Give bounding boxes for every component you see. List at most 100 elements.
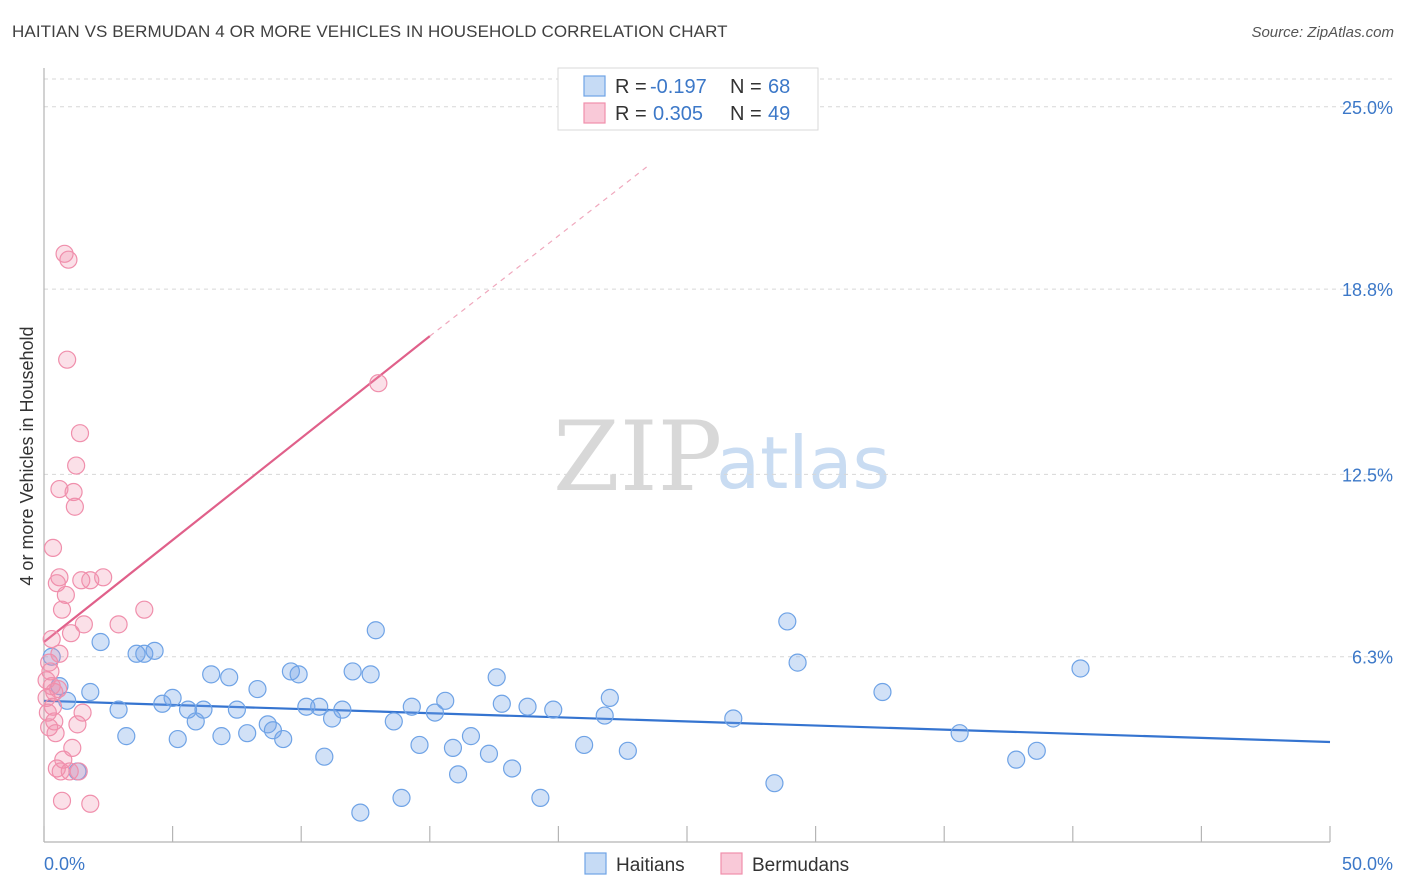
haitians-point — [1071, 659, 1090, 678]
bermudans-point — [73, 703, 92, 722]
haitians-point — [333, 700, 352, 719]
bermudans-point — [67, 456, 86, 475]
haitians-point — [194, 700, 213, 719]
source-credit: Source: ZipAtlas.com — [1251, 24, 1394, 41]
bermudans-point — [43, 697, 63, 716]
y-tick-label: 12.5% — [1342, 465, 1393, 485]
haitians-point — [168, 729, 187, 749]
haitians-point — [531, 788, 550, 807]
haitians-point — [765, 774, 784, 793]
haitians-point — [436, 691, 455, 710]
y-axis-label: 4 or more Vehicles in Household — [17, 326, 37, 585]
haitians-trendline — [43, 699, 1331, 744]
haitians-point — [518, 697, 537, 716]
haitians-point — [492, 694, 511, 713]
bermudans-point — [49, 679, 68, 699]
haitians-point — [145, 641, 164, 660]
legend-swatch-bermudans — [720, 852, 743, 875]
haitians-point — [258, 715, 277, 734]
y-tick-label: 18.8% — [1342, 280, 1393, 300]
legend-swatch-bermudans — [583, 102, 606, 124]
haitians-point — [127, 644, 146, 663]
bermudans-point — [63, 738, 82, 757]
bermudans-trend-extension — [429, 165, 649, 337]
bermudans-point — [94, 568, 113, 587]
haitians-point — [425, 703, 445, 722]
haitians-point — [315, 747, 334, 766]
haitians-points — [42, 612, 1090, 822]
bermudans-point — [64, 482, 83, 502]
haitians-point — [297, 697, 316, 716]
bermudans-points — [37, 244, 388, 813]
tick-labels: 6.3% 12.5% 18.8% 25.0% 0.0% 50.0% — [44, 98, 1393, 874]
chart-title: HAITIAN VS BERMUDAN 4 OR MORE VEHICLES I… — [12, 22, 728, 41]
bermudans-point — [59, 250, 78, 269]
bermudans-point — [56, 585, 75, 605]
haitians-point — [1027, 741, 1046, 760]
haitians-point — [487, 668, 506, 687]
haitians-point — [443, 738, 463, 757]
bermudans-point — [70, 424, 90, 443]
haitians-point — [788, 653, 807, 672]
haitians-point — [595, 706, 614, 725]
haitians-point — [274, 729, 293, 749]
y-tick-label: 25.0% — [1342, 98, 1393, 118]
legend-swatch-haitians — [583, 75, 606, 97]
bermudans-point — [135, 600, 154, 619]
haitians-point — [109, 700, 128, 719]
axes — [43, 68, 1331, 843]
bermudans-point — [41, 662, 60, 681]
haitians-point — [618, 741, 637, 760]
bermudans-point — [52, 791, 72, 810]
haitians-point — [202, 665, 221, 684]
haitians-point — [1007, 750, 1026, 769]
legend-n-value: 49 — [768, 103, 790, 125]
legend-label-bermudans: Bermudans — [752, 855, 849, 876]
haitians-point — [479, 744, 499, 763]
bermudans-point — [68, 715, 87, 734]
bermudans-point — [52, 600, 72, 619]
bermudans-point — [50, 568, 69, 587]
haitians-point — [135, 644, 154, 663]
haitians-point — [153, 694, 172, 713]
haitians-point — [310, 697, 329, 716]
haitians-point — [503, 759, 522, 778]
haitians-point — [392, 788, 411, 807]
haitians-point — [238, 724, 257, 743]
haitians-point — [402, 697, 421, 716]
legend-r-label: R = — [615, 103, 647, 125]
haitians-point — [410, 735, 429, 755]
gridlines — [44, 78, 1394, 658]
haitians-point — [248, 679, 267, 699]
bermudans-point — [42, 629, 61, 649]
correlation-legend: R = -0.197 N = 68 R = 0.305 N = 49 — [557, 67, 819, 131]
haitians-point — [117, 727, 136, 746]
bermudans-trendline — [43, 165, 649, 643]
bermudans-point — [58, 350, 77, 369]
haitians-point — [575, 735, 594, 755]
haitians-point — [343, 662, 362, 681]
x-tick-label: 50.0% — [1342, 854, 1393, 874]
legend-r-label: R = — [615, 76, 647, 98]
haitians-point — [724, 709, 743, 728]
legend-n-label: N = — [730, 103, 762, 125]
legend-n-value: 68 — [768, 76, 790, 98]
legend-label-haitians: Haitians — [616, 855, 685, 876]
haitians-point — [384, 712, 403, 731]
bermudans-point — [46, 724, 65, 743]
bermudans-point — [43, 538, 63, 558]
haitians-point — [950, 724, 969, 743]
bermudans-point — [65, 497, 84, 516]
bermudans-point — [61, 624, 81, 643]
bermudans-point — [69, 762, 88, 781]
series-legend: Haitians Bermudans — [584, 852, 849, 876]
haitians-point — [163, 688, 182, 707]
haitians-point — [351, 803, 370, 822]
legend-r-value: -0.197 — [650, 76, 707, 98]
x-tick-label: 0.0% — [44, 854, 85, 874]
bermudans-point — [50, 644, 69, 663]
haitians-point — [544, 700, 563, 719]
watermark-zip: ZIP — [553, 401, 722, 513]
haitians-point — [212, 727, 231, 746]
